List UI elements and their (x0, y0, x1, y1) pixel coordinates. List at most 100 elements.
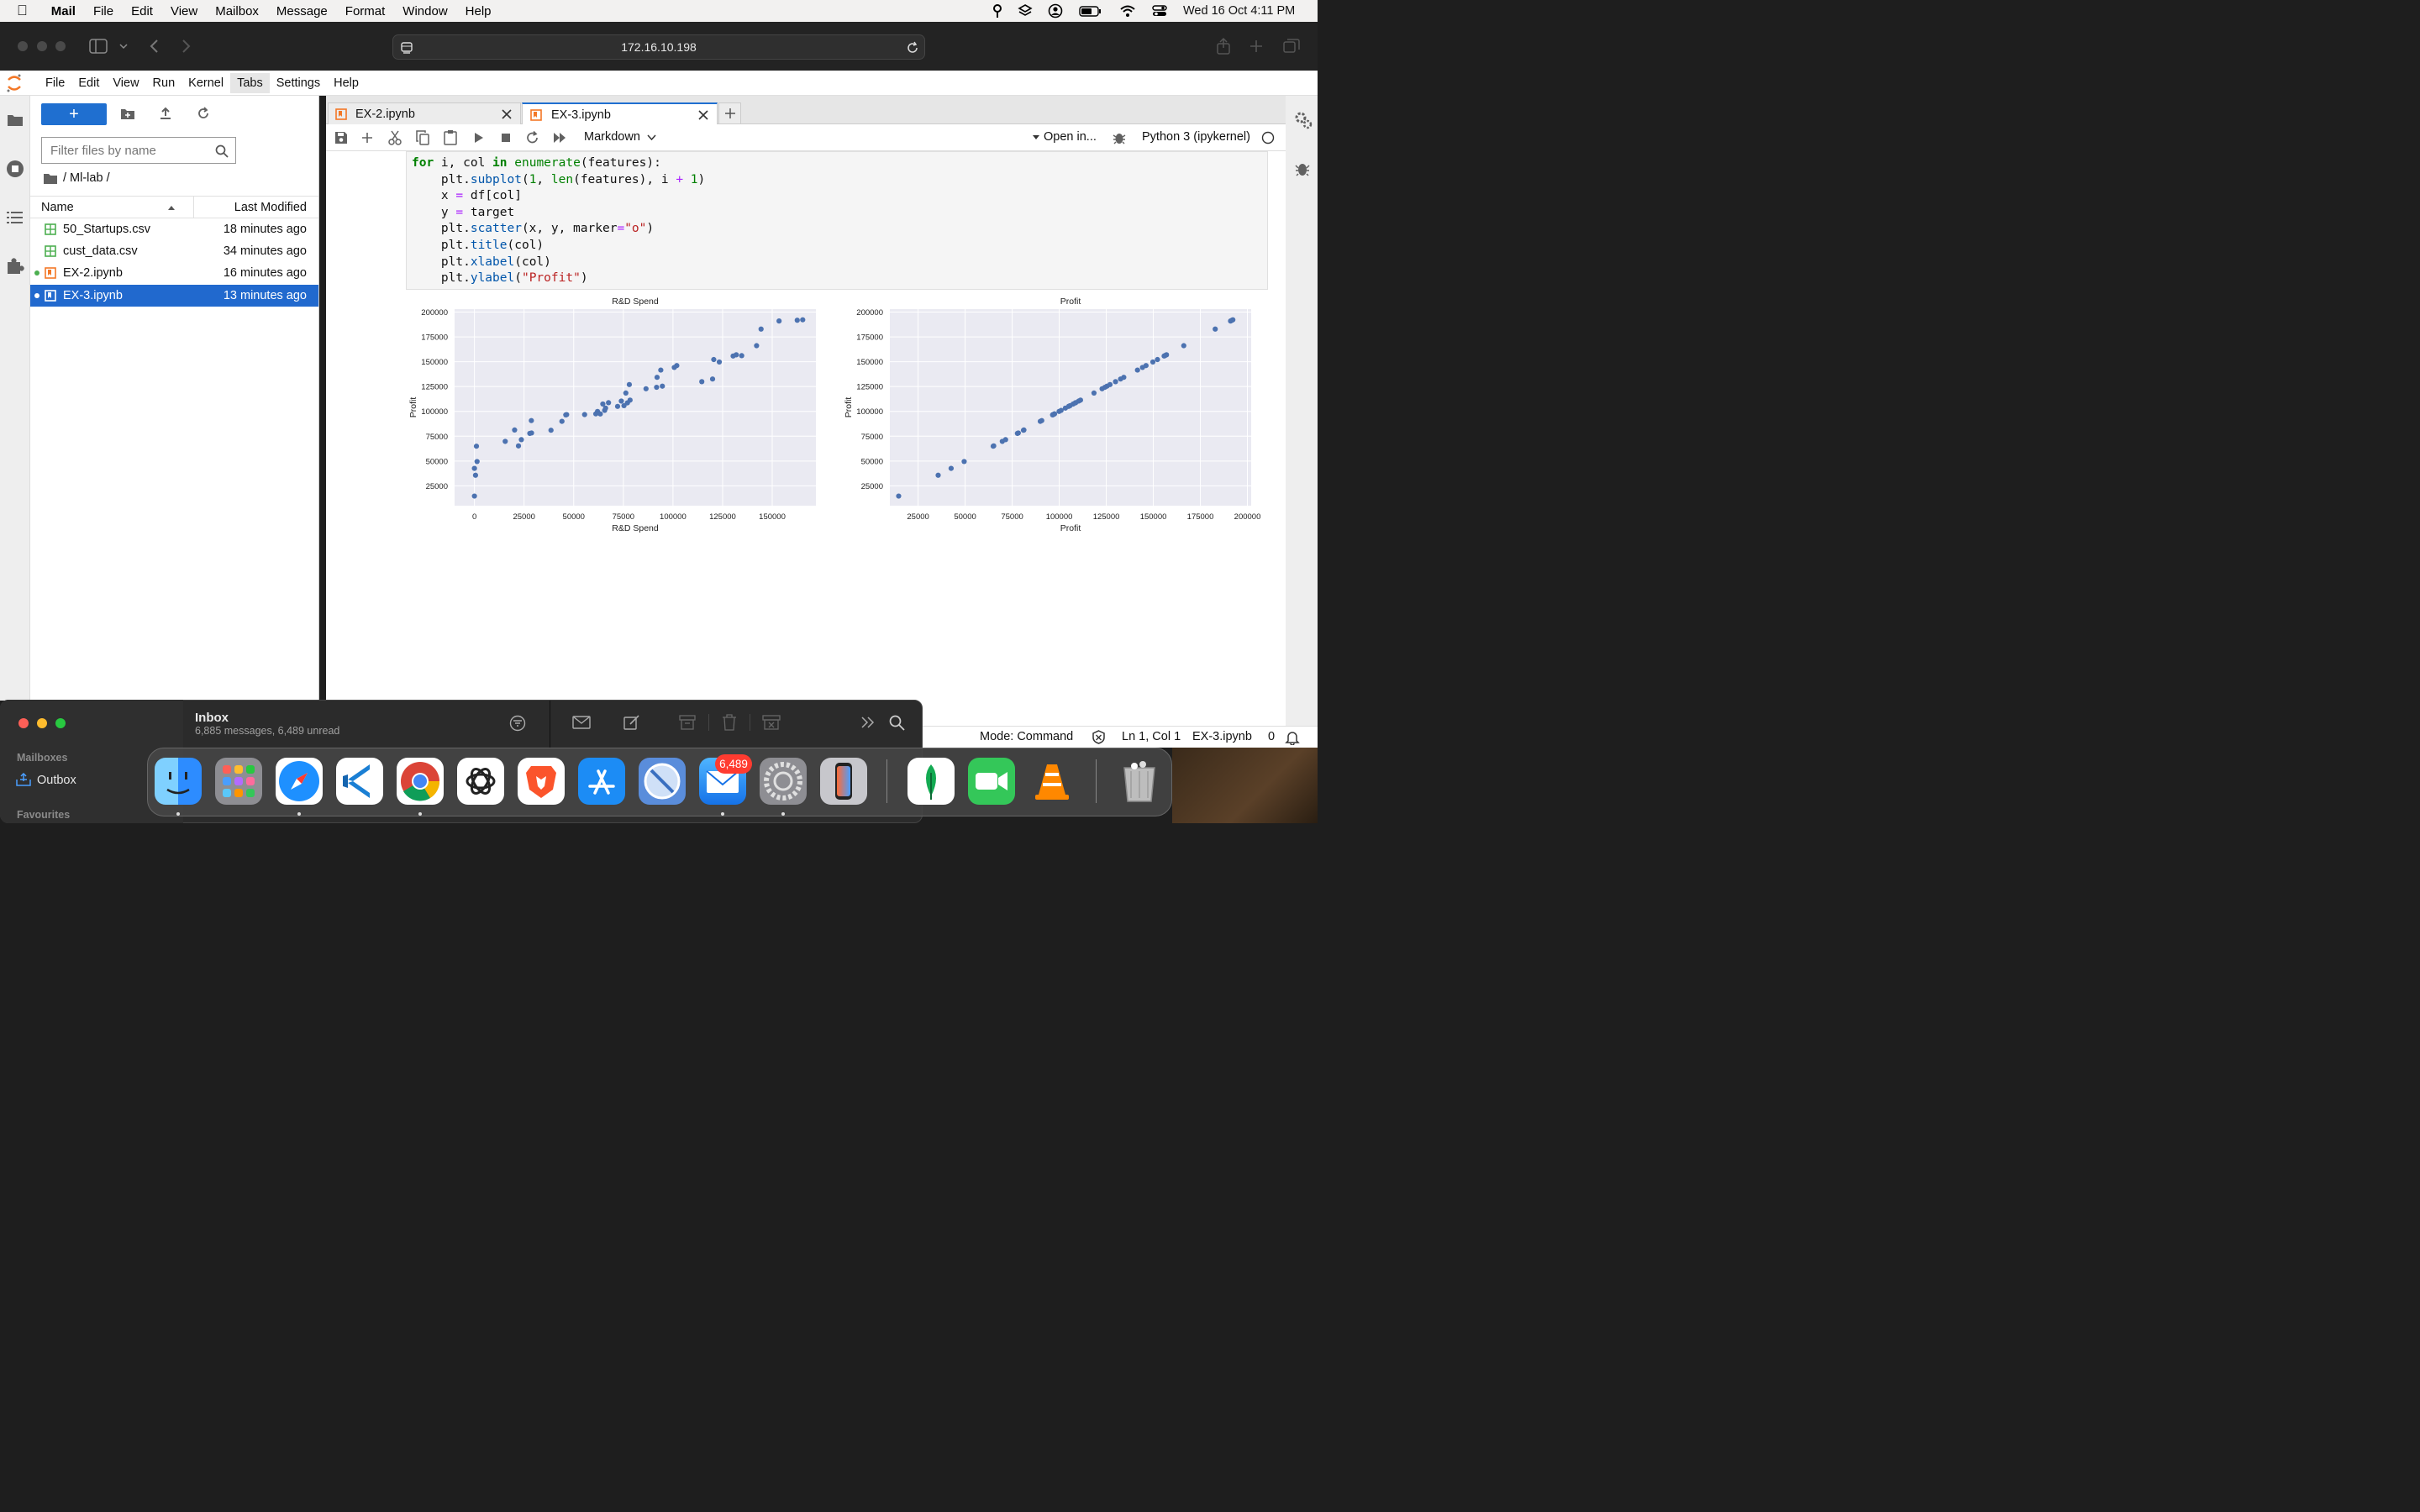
jl-menu-edit[interactable]: Edit (78, 76, 100, 90)
chevron-down-icon[interactable] (118, 42, 129, 50)
key-icon[interactable] (990, 3, 1005, 18)
running-kernels-icon[interactable] (6, 160, 24, 178)
interrupt-kernel-icon[interactable] (501, 133, 511, 143)
share-icon[interactable] (1215, 37, 1232, 55)
menubar-window[interactable]: Window (392, 3, 447, 18)
code-cell[interactable]: for i, col in enumerate(features): plt.s… (406, 151, 1268, 290)
bell-icon[interactable] (1285, 730, 1300, 745)
brave-dock-icon[interactable] (518, 758, 565, 805)
compose-icon[interactable] (623, 714, 640, 731)
control-center-icon[interactable] (1152, 3, 1167, 18)
jl-menu-kernel[interactable]: Kernel (188, 76, 224, 90)
paste-icon[interactable] (444, 129, 457, 145)
menubar-mailbox[interactable]: Mailbox (204, 3, 259, 18)
extensions-puzzle-icon[interactable] (6, 256, 24, 275)
add-tab-button[interactable] (718, 102, 741, 124)
reload-icon[interactable] (906, 41, 919, 55)
new-tab-icon[interactable] (1249, 39, 1264, 54)
layers-icon[interactable] (1018, 3, 1033, 18)
property-inspector-gears-icon[interactable] (1294, 111, 1313, 129)
trusted-shield-icon[interactable] (1092, 730, 1106, 744)
cut-icon[interactable] (388, 130, 402, 145)
chevron-down-icon[interactable] (647, 134, 656, 141)
file-row-ex3[interactable]: EX-3.ipynb 13 minutes ago (30, 285, 318, 307)
user-account-icon[interactable] (1048, 3, 1063, 18)
app-store-dock-icon[interactable] (578, 758, 625, 805)
forward-arrow-icon[interactable] (181, 39, 192, 54)
restart-run-all-icon[interactable] (553, 132, 566, 144)
menubar-edit[interactable]: Edit (120, 3, 153, 18)
table-of-contents-icon[interactable] (6, 210, 24, 225)
column-name[interactable]: Name (41, 201, 74, 214)
address-bar[interactable]: 172.16.10.198 (392, 34, 925, 60)
folder-icon[interactable] (7, 113, 24, 128)
jl-menu-run[interactable]: Run (152, 76, 176, 90)
caret-down-icon[interactable] (1033, 135, 1039, 140)
search-icon[interactable] (889, 715, 905, 731)
mailbox-outbox[interactable]: Outbox (37, 774, 76, 787)
facetime-dock-icon[interactable] (968, 758, 1015, 805)
get-mail-envelope-icon[interactable] (572, 716, 591, 729)
new-folder-icon[interactable] (120, 108, 135, 120)
chrome-dock-icon[interactable] (397, 758, 444, 805)
kernel-name[interactable]: Python 3 (ipykernel) (1142, 130, 1250, 144)
close-icon[interactable] (502, 109, 512, 119)
system-settings-dock-icon[interactable] (760, 758, 807, 805)
battery-icon[interactable] (1079, 3, 1102, 18)
finder-dock-icon[interactable] (155, 758, 202, 805)
menubar-message[interactable]: Message (266, 3, 328, 18)
breadcrumb-path[interactable]: / Ml-lab / (63, 171, 110, 185)
vscode-dock-icon[interactable] (336, 758, 383, 805)
back-arrow-icon[interactable] (148, 39, 160, 54)
trash-dock-icon[interactable] (1116, 758, 1163, 805)
chevrons-right-icon[interactable] (860, 717, 876, 728)
tab-ex3[interactable]: EX-3.ipynb (522, 102, 718, 125)
jl-menu-tabs[interactable]: Tabs (230, 72, 270, 93)
apple-icon[interactable]:  (17, 3, 28, 19)
url-text[interactable]: 172.16.10.198 (621, 40, 697, 54)
sidebar-toggle-icon[interactable] (89, 39, 108, 54)
debugger-bug-icon[interactable] (1295, 160, 1310, 177)
tab-overview-icon[interactable] (1282, 38, 1301, 55)
filter-icon[interactable] (509, 715, 526, 732)
close-icon[interactable] (698, 110, 708, 120)
wifi-icon[interactable] (1119, 3, 1136, 18)
cursor-position[interactable]: Ln 1, Col 1 (1122, 730, 1181, 743)
menubar-format[interactable]: Format (334, 3, 386, 18)
menubar-app-name[interactable]: Mail (40, 3, 76, 18)
refresh-icon[interactable] (197, 107, 210, 120)
insert-cell-icon[interactable] (361, 132, 373, 144)
mail-close-button[interactable] (18, 718, 29, 728)
column-last-modified[interactable]: Last Modified (234, 201, 307, 214)
launchpad-dock-icon[interactable] (215, 758, 262, 805)
sort-ascending-icon[interactable] (167, 204, 176, 211)
jl-menu-view[interactable]: View (113, 76, 139, 90)
window-zoom-button[interactable] (55, 41, 66, 51)
file-row-50-startups[interactable]: 50_Startups.csv 18 minutes ago (30, 218, 318, 240)
page-settings-icon[interactable] (400, 41, 413, 55)
notification-count[interactable]: 0 (1268, 730, 1276, 743)
menubar-help[interactable]: Help (454, 3, 492, 18)
file-row-ex2[interactable]: EX-2.ipynb 16 minutes ago (30, 262, 318, 284)
debugger-bug-icon[interactable] (1113, 130, 1126, 145)
breadcrumb[interactable]: / Ml-lab / (44, 171, 110, 185)
column-divider[interactable] (193, 197, 194, 218)
filter-files-input[interactable]: Filter files by name (41, 137, 236, 164)
cell-type-select[interactable]: Markdown (584, 130, 640, 144)
jl-menu-help[interactable]: Help (334, 76, 359, 90)
chatgpt-dock-icon[interactable] (457, 758, 504, 805)
window-close-button[interactable] (18, 41, 28, 51)
iphone-mirroring-dock-icon[interactable] (820, 758, 867, 805)
window-minimize-button[interactable] (37, 41, 47, 51)
open-in-button[interactable]: Open in... (1044, 130, 1097, 144)
new-launcher-button[interactable]: + (41, 103, 107, 125)
file-row-cust-data[interactable]: cust_data.csv 34 minutes ago (30, 240, 318, 262)
utility-dock-icon[interactable] (639, 758, 686, 805)
jl-menu-file[interactable]: File (45, 76, 66, 90)
menubar-view[interactable]: View (160, 3, 197, 18)
save-icon[interactable] (334, 131, 348, 144)
notebook-mode[interactable]: Mode: Command (980, 730, 1074, 743)
menubar-clock[interactable]: Wed 16 Oct 4:11 PM (1183, 4, 1296, 18)
upload-icon[interactable] (159, 107, 172, 120)
tab-ex2[interactable]: EX-2.ipynb (328, 102, 521, 125)
